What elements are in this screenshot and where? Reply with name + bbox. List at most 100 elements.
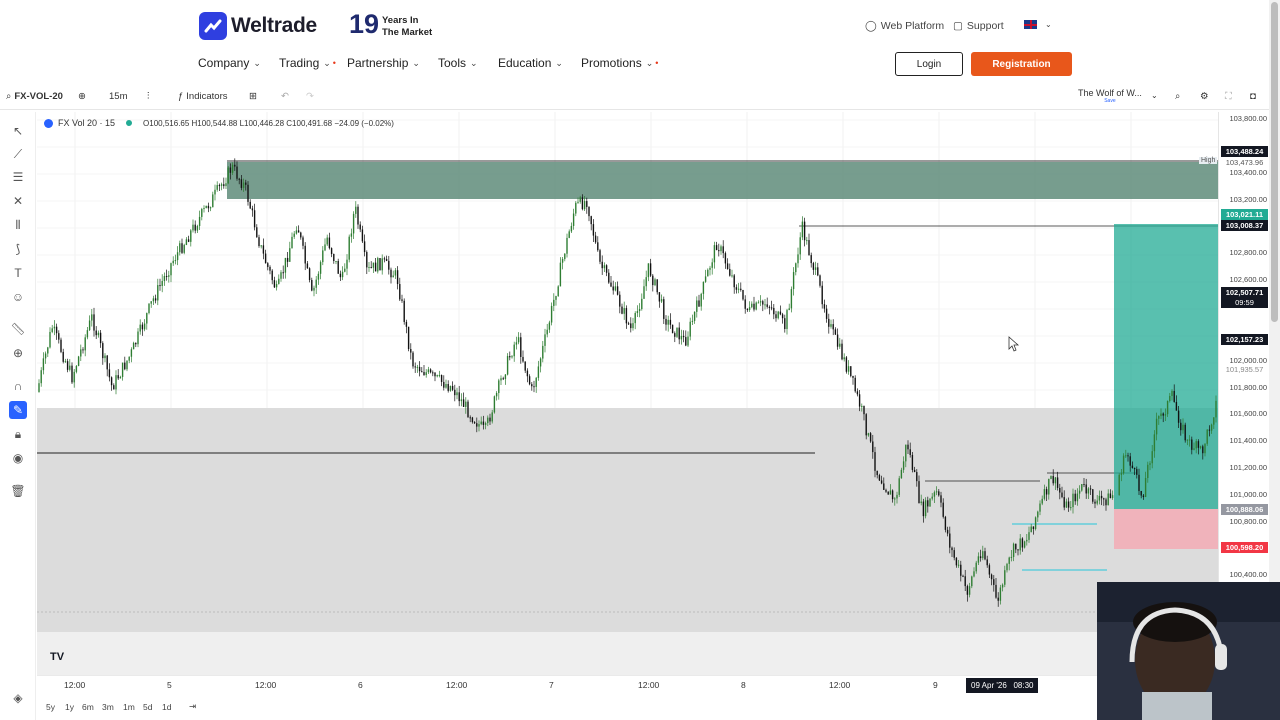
candle-body: [707, 269, 709, 277]
templates-button[interactable]: ⊞: [249, 91, 257, 102]
price-label: 101,000.00: [1229, 490, 1267, 499]
candle-body: [1175, 401, 1178, 411]
candle-body: [1010, 556, 1013, 558]
candle-body: [1019, 538, 1021, 551]
page-scrollbar[interactable]: [1269, 0, 1280, 720]
candle-body: [997, 597, 999, 601]
pattern-tool[interactable]: ✕: [9, 192, 27, 210]
price-label: 103,400.00: [1229, 168, 1267, 177]
magnet-tool[interactable]: ∩: [9, 377, 27, 395]
candle-body: [696, 300, 698, 312]
chart-canvas[interactable]: TV: [37, 112, 1218, 675]
candle-body: [445, 384, 447, 388]
web-platform-link[interactable]: ◯ Web Platform: [865, 20, 944, 32]
candle-body: [1070, 507, 1072, 509]
layout-dropdown[interactable]: ⌄: [1151, 91, 1158, 100]
settings-button[interactable]: ⚙: [1200, 91, 1209, 102]
fib-icon: ☰: [12, 170, 24, 184]
date-range-icon[interactable]: ⇥: [189, 701, 197, 711]
indicators-button[interactable]: ƒ Indicators: [178, 91, 227, 102]
candle-body: [482, 421, 485, 425]
menu-education[interactable]: Education ⌄: [498, 56, 563, 70]
chart-pane[interactable]: TV FX Vol 20 · 15 O100,516.65 H100,544.8…: [37, 112, 1218, 675]
login-button[interactable]: Login: [895, 52, 963, 76]
redo-button[interactable]: ↷: [306, 91, 314, 102]
long-position-profit[interactable]: [1114, 224, 1218, 509]
candle-body: [790, 289, 793, 309]
price-axis[interactable]: 103,800.00 103,400.00 103,200.00 102,800…: [1218, 112, 1269, 582]
menu-trading[interactable]: Trading ⌄ •: [279, 56, 336, 70]
range-1d[interactable]: 1d: [162, 702, 172, 712]
candle-body: [473, 422, 476, 424]
quick-search-button[interactable]: ⌕: [1175, 91, 1180, 102]
trendline-tool[interactable]: ⟋: [9, 145, 27, 163]
range-6m[interactable]: 6m: [82, 702, 94, 712]
undo-button[interactable]: ↶: [281, 91, 289, 102]
candle-body: [759, 301, 762, 303]
candle-body: [240, 179, 243, 188]
candle-body: [330, 248, 333, 254]
compare-button[interactable]: ⊕: [78, 91, 86, 102]
icons-tool[interactable]: ☺: [9, 288, 27, 306]
candle-body: [1169, 395, 1171, 402]
price-tag: 101,935.57: [1221, 364, 1268, 375]
menu-tools[interactable]: Tools ⌄: [438, 56, 478, 70]
demand-zone-rect[interactable]: [37, 408, 1218, 632]
symbol-search[interactable]: ⌕ FX-VOL-20: [6, 91, 63, 102]
candle-body: [665, 318, 667, 325]
interval-button[interactable]: 15m: [109, 91, 127, 102]
candle-body: [245, 182, 247, 185]
lock-tool[interactable]: 🔒︎: [9, 425, 27, 443]
candle-body: [1184, 424, 1186, 441]
text-tool[interactable]: T: [9, 264, 27, 282]
hide-tool[interactable]: ◉: [9, 449, 27, 467]
menu-promotions[interactable]: Promotions ⌄ •: [581, 56, 658, 70]
candle-body: [471, 417, 474, 423]
language-selector[interactable]: ⌄: [1024, 20, 1052, 29]
candle-body: [231, 164, 234, 173]
candles-icon: ⫶: [147, 91, 150, 102]
stay-drawing-tool[interactable]: ✎: [9, 401, 27, 419]
candle-body: [427, 369, 430, 373]
range-1y[interactable]: 1y: [65, 702, 74, 712]
legend-symbol[interactable]: FX Vol 20 · 15: [58, 118, 116, 128]
menu-company[interactable]: Company ⌄: [198, 56, 261, 70]
fullscreen-button[interactable]: ⛶: [1225, 91, 1232, 102]
registration-button[interactable]: Registration: [971, 52, 1072, 76]
range-5y[interactable]: 5y: [46, 702, 55, 712]
fib-tool[interactable]: ☰: [9, 168, 27, 186]
cursor-tool[interactable]: ↖: [9, 122, 27, 140]
page-scrollbar-thumb[interactable]: [1271, 2, 1278, 322]
object-tree-button[interactable]: ◈: [9, 689, 27, 707]
menu-partnership[interactable]: Partnership ⌄: [347, 56, 420, 70]
range-1m[interactable]: 1m: [123, 702, 135, 712]
candle-body: [1138, 474, 1140, 492]
forecast-tool[interactable]: ⫴: [9, 216, 27, 234]
long-position-loss[interactable]: [1114, 509, 1218, 549]
candle-body: [38, 383, 40, 392]
range-3m[interactable]: 3m: [102, 702, 114, 712]
chart-type-button[interactable]: ⫶: [147, 91, 149, 102]
grid-icon: ⊞: [249, 91, 257, 102]
candle-body: [806, 240, 808, 242]
brand-name[interactable]: Weltrade: [231, 14, 317, 37]
candle-body: [1127, 455, 1129, 457]
zoom-tool[interactable]: ⊕: [9, 344, 27, 362]
drawing-toolbar: ↖ ⟋ ☰ ✕ ⫴ ⟆ T ☺ 📏︎ ⊕ ∩ ✎ 🔒︎ ◉ 🗑︎ ◈: [0, 112, 36, 720]
candle-body: [300, 232, 302, 238]
price-label: 100,800.00: [1229, 517, 1267, 526]
time-axis[interactable]: 12:00 5 12:00 6 12:00 7 12:00 8 12:00 9 …: [37, 675, 1097, 695]
candle-body: [394, 270, 397, 276]
indicators-label: Indicators: [186, 91, 228, 102]
candle-body: [313, 287, 315, 291]
support-link[interactable]: ▢ Support: [953, 20, 1004, 32]
supply-zone-rect[interactable]: [227, 162, 1218, 199]
weltrade-logo-icon[interactable]: [199, 12, 227, 40]
screenshot-button[interactable]: ◘: [1250, 91, 1256, 102]
candle-body: [1050, 476, 1052, 479]
layout-selector[interactable]: The Wolf of W... Save: [1078, 88, 1142, 104]
delete-tool[interactable]: 🗑︎: [9, 482, 27, 500]
shapes-tool[interactable]: ⟆: [9, 240, 27, 258]
ruler-tool[interactable]: 📏︎: [9, 320, 27, 338]
range-5d[interactable]: 5d: [143, 702, 153, 712]
